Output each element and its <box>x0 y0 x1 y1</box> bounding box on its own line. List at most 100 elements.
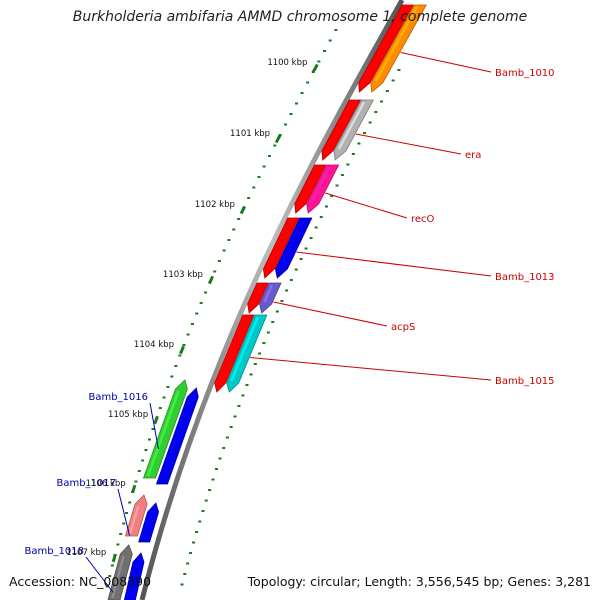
ruler-dot <box>289 279 293 281</box>
gene-arrow-highlight <box>337 101 366 150</box>
gene-label[interactable]: Bamb_1013 <box>495 272 555 283</box>
gene-label[interactable]: era <box>465 150 481 161</box>
gene-label[interactable]: Bamb_1015 <box>495 376 555 387</box>
ruler-dot <box>397 69 401 71</box>
ruler-dot <box>204 499 208 502</box>
gene-label-leader <box>325 192 408 219</box>
ruler-dot <box>214 468 218 470</box>
gene-label[interactable]: Bamb_1018 <box>24 546 84 557</box>
ruler-dot <box>314 226 318 229</box>
ruler-dot <box>284 123 288 126</box>
cds-arrow[interactable] <box>294 164 327 214</box>
ruler-dot <box>295 102 299 105</box>
gene-arrow[interactable] <box>306 164 340 214</box>
ruler-dot <box>249 373 253 376</box>
gene-label[interactable]: recO <box>411 214 435 225</box>
ruler-dot <box>253 363 257 365</box>
ruler-dot <box>122 522 126 525</box>
gene-arrow-highlight <box>279 219 304 268</box>
ruler-dot <box>137 470 141 472</box>
ruler-dot <box>144 449 148 451</box>
ruler-dot <box>266 331 270 334</box>
gene-label-leader <box>400 52 492 73</box>
ruler-tick-label: 1105 kbp <box>108 410 148 420</box>
ruler-dot <box>311 71 315 73</box>
gene-label-leader <box>355 133 462 155</box>
gene-label-leader <box>273 301 388 327</box>
cds-arrow-highlight <box>362 6 406 82</box>
gene-features <box>107 4 427 600</box>
cds-arrow[interactable] <box>214 314 255 393</box>
ruler-tick <box>179 345 185 355</box>
ruler-dot <box>189 552 193 554</box>
ruler-dot <box>275 310 279 313</box>
ruler-dot <box>232 228 236 231</box>
ruler-dot <box>213 270 217 273</box>
ruler-dot <box>225 436 229 439</box>
gene-arrow[interactable] <box>259 282 282 314</box>
topology-summary: Topology: circular; Length: 3,556,545 bp… <box>247 574 591 589</box>
ruler-dot <box>267 155 271 157</box>
ruler-tick <box>131 484 137 494</box>
ruler-dot <box>271 321 275 323</box>
cds-arrow[interactable] <box>358 4 414 93</box>
ruler-dot <box>147 438 151 441</box>
ruler-dot <box>182 344 186 346</box>
ruler-dot <box>262 165 266 168</box>
cds-arrow-highlight <box>266 219 292 268</box>
gene-arrow-highlight <box>263 284 274 303</box>
gene-arrow-highlight <box>310 166 331 203</box>
cds-arrow[interactable] <box>262 217 300 279</box>
ruler-dot <box>330 195 334 197</box>
ruler-dot <box>300 92 304 94</box>
ruler-dot <box>195 312 199 315</box>
cds-arrow-highlight <box>217 316 247 382</box>
ruler-dot <box>262 342 266 344</box>
ruler-dot <box>128 501 132 504</box>
ruler-dot <box>299 258 303 260</box>
ruler-dot <box>237 405 241 407</box>
ruler-dot <box>170 375 174 378</box>
gene-label[interactable]: Bamb_1016 <box>88 392 148 403</box>
gene-arrow[interactable] <box>370 4 427 93</box>
ruler-dot <box>178 354 182 357</box>
accession-text: Accession: NC_008390 <box>9 574 152 589</box>
ruler-dot <box>116 543 120 546</box>
ruler-dot <box>186 562 190 565</box>
gene-label[interactable]: Bamb_1017 <box>56 478 116 489</box>
ruler-dot <box>247 197 251 199</box>
ruler-dot <box>346 163 350 166</box>
cds-arrow-highlight <box>298 166 319 203</box>
ruler-tick-label: 1107 kbp <box>66 548 106 558</box>
gene-arrow[interactable] <box>274 217 313 279</box>
ruler-dot <box>108 575 112 577</box>
gene-arrow-highlight <box>374 6 419 82</box>
ruler-dot <box>340 174 344 176</box>
gene-arrow[interactable] <box>226 314 268 393</box>
ruler-tick <box>153 415 159 425</box>
ruler-dot <box>334 29 338 31</box>
ruler-dot <box>319 216 323 218</box>
ruler-dot <box>166 386 170 388</box>
gene-label[interactable]: acpS <box>391 322 415 333</box>
ruler-dot <box>218 457 222 460</box>
gene-label[interactable]: Bamb_1010 <box>495 68 555 79</box>
ruler-dot <box>183 573 187 575</box>
ruler-dot <box>204 291 208 294</box>
gene-arrow[interactable] <box>333 99 375 161</box>
cds-arrow[interactable] <box>247 282 269 314</box>
ruler-dot <box>119 533 123 535</box>
ruler-dot <box>380 100 384 103</box>
cds-arrow-highlight <box>141 513 152 541</box>
ruler-dot <box>141 459 145 462</box>
ruler-dot <box>217 260 221 262</box>
ruler-dot <box>199 302 203 304</box>
ruler-dot <box>323 50 327 52</box>
ruler-dot <box>285 289 289 292</box>
cds-arrow[interactable] <box>321 99 362 161</box>
ruler-tick-label: 1103 kbp <box>163 270 203 280</box>
ruler-tick <box>207 275 214 285</box>
ruler-dot <box>280 300 284 302</box>
ruler-dot <box>237 218 241 220</box>
